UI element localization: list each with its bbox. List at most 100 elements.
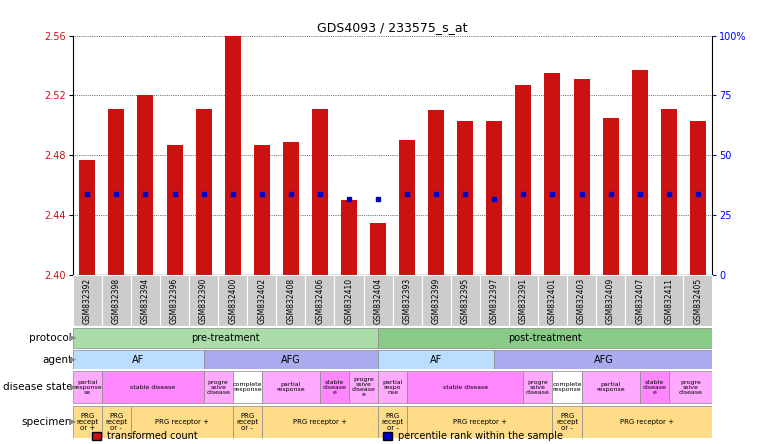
Text: GSM832411: GSM832411 <box>664 278 673 324</box>
Bar <box>486 121 502 275</box>
FancyBboxPatch shape <box>247 275 277 326</box>
FancyBboxPatch shape <box>581 406 712 438</box>
Bar <box>370 223 386 275</box>
FancyBboxPatch shape <box>509 275 538 326</box>
Text: GSM832392: GSM832392 <box>83 278 92 324</box>
FancyBboxPatch shape <box>73 371 102 404</box>
Text: GSM832405: GSM832405 <box>693 278 702 324</box>
FancyBboxPatch shape <box>131 406 233 438</box>
FancyBboxPatch shape <box>378 350 494 369</box>
FancyBboxPatch shape <box>378 371 407 404</box>
Text: GSM832410: GSM832410 <box>345 278 353 324</box>
Text: GSM832404: GSM832404 <box>374 278 382 324</box>
Text: PRG
recept
or -: PRG recept or - <box>236 413 258 431</box>
Text: progre
ssive
disease: progre ssive disease <box>526 380 550 395</box>
Bar <box>690 121 705 275</box>
Text: GSM832409: GSM832409 <box>606 278 615 324</box>
Text: post-treatment: post-treatment <box>509 333 582 343</box>
FancyBboxPatch shape <box>392 275 421 326</box>
Text: AF: AF <box>430 355 442 365</box>
Bar <box>457 121 473 275</box>
Text: GSM832408: GSM832408 <box>286 278 296 324</box>
Text: AFG: AFG <box>281 355 301 365</box>
Text: PRG receptor +: PRG receptor + <box>293 419 347 425</box>
FancyBboxPatch shape <box>625 275 654 326</box>
Text: GSM832402: GSM832402 <box>257 278 267 324</box>
FancyBboxPatch shape <box>683 275 712 326</box>
Text: progre
ssive
disease
e: progre ssive disease e <box>352 377 375 397</box>
Text: progre
ssive
disease: progre ssive disease <box>679 380 702 395</box>
FancyBboxPatch shape <box>233 406 262 438</box>
FancyBboxPatch shape <box>407 371 523 404</box>
Bar <box>399 140 415 275</box>
FancyBboxPatch shape <box>596 275 625 326</box>
Text: GSM832407: GSM832407 <box>635 278 644 324</box>
Text: PRG
recept
or -: PRG recept or - <box>556 413 578 431</box>
FancyBboxPatch shape <box>131 275 160 326</box>
FancyBboxPatch shape <box>218 275 247 326</box>
FancyBboxPatch shape <box>335 275 364 326</box>
Title: GDS4093 / 233575_s_at: GDS4093 / 233575_s_at <box>317 21 468 34</box>
Bar <box>661 109 677 275</box>
FancyBboxPatch shape <box>480 275 509 326</box>
Text: AFG: AFG <box>594 355 614 365</box>
Bar <box>516 85 532 275</box>
FancyBboxPatch shape <box>73 275 102 326</box>
Text: pre-treatment: pre-treatment <box>191 333 260 343</box>
FancyBboxPatch shape <box>262 371 320 404</box>
Bar <box>428 111 444 275</box>
Text: GSM832399: GSM832399 <box>432 278 440 324</box>
FancyBboxPatch shape <box>73 350 204 369</box>
Text: complete
response: complete response <box>552 382 581 392</box>
Text: PRG receptor +: PRG receptor + <box>155 419 209 425</box>
FancyBboxPatch shape <box>640 371 669 404</box>
FancyBboxPatch shape <box>654 275 683 326</box>
Bar <box>108 109 124 275</box>
Text: GSM832390: GSM832390 <box>199 278 208 324</box>
FancyBboxPatch shape <box>538 275 567 326</box>
Bar <box>312 109 328 275</box>
Bar <box>166 145 182 275</box>
FancyBboxPatch shape <box>102 371 204 404</box>
Text: specimen: specimen <box>21 417 72 427</box>
FancyBboxPatch shape <box>73 328 378 348</box>
FancyBboxPatch shape <box>233 371 262 404</box>
Bar <box>603 118 619 275</box>
Text: GSM832394: GSM832394 <box>141 278 150 324</box>
Text: disease state: disease state <box>3 382 72 392</box>
FancyBboxPatch shape <box>421 275 450 326</box>
Text: agent: agent <box>42 355 72 365</box>
Text: PRG receptor +: PRG receptor + <box>453 419 507 425</box>
FancyBboxPatch shape <box>523 371 552 404</box>
FancyBboxPatch shape <box>189 275 218 326</box>
Text: transformed count: transformed count <box>107 432 198 441</box>
FancyBboxPatch shape <box>378 328 712 348</box>
Text: GSM832400: GSM832400 <box>228 278 237 324</box>
Text: GSM832393: GSM832393 <box>403 278 411 324</box>
FancyBboxPatch shape <box>450 275 480 326</box>
FancyBboxPatch shape <box>73 406 102 438</box>
FancyBboxPatch shape <box>204 371 233 404</box>
Bar <box>632 70 648 275</box>
Text: percentile rank within the sample: percentile rank within the sample <box>398 432 563 441</box>
Text: GSM832406: GSM832406 <box>316 278 324 324</box>
FancyBboxPatch shape <box>320 371 349 404</box>
FancyBboxPatch shape <box>407 406 552 438</box>
FancyBboxPatch shape <box>204 350 378 369</box>
FancyBboxPatch shape <box>364 275 392 326</box>
Text: stable
disease
e: stable disease e <box>322 380 346 395</box>
Bar <box>574 79 590 275</box>
Text: PRG
recept
or +: PRG recept or + <box>76 413 99 431</box>
Bar <box>341 200 357 275</box>
Text: GSM832401: GSM832401 <box>548 278 557 324</box>
Text: GSM832398: GSM832398 <box>112 278 121 324</box>
FancyBboxPatch shape <box>102 406 131 438</box>
Bar <box>545 73 561 275</box>
FancyBboxPatch shape <box>277 275 306 326</box>
Bar <box>80 160 95 275</box>
Text: progre
ssive
disease: progre ssive disease <box>206 380 230 395</box>
Text: GSM832397: GSM832397 <box>489 278 499 324</box>
Text: AF: AF <box>132 355 144 365</box>
FancyBboxPatch shape <box>349 371 378 404</box>
Text: stable disease: stable disease <box>130 385 175 390</box>
